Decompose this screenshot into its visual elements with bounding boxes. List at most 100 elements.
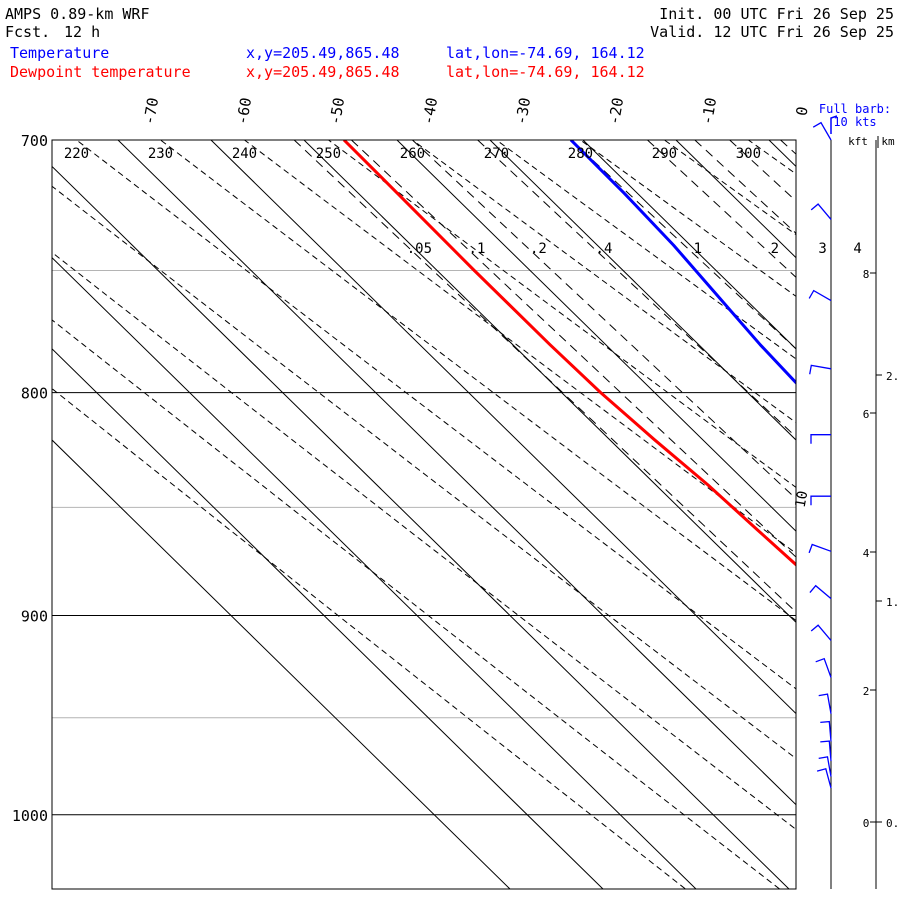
dry-adiabat [411, 140, 796, 424]
dry-adiabat-label: 240 [232, 146, 257, 162]
annotation-ten: 10 [793, 490, 812, 509]
dry-adiabat [495, 140, 796, 360]
isotherm [52, 256, 697, 889]
dry-adiabat [327, 140, 796, 489]
forecast-label: Fcst. [5, 23, 51, 41]
mixing-ratio-label: 4 [853, 241, 861, 257]
mixing-ratio-line [293, 140, 796, 613]
dry-adiabat-label: 300 [736, 146, 761, 162]
temperature-tick-label: -70 [140, 96, 162, 126]
wind-barb [816, 768, 832, 789]
mixing-ratio-label: .4 [596, 241, 613, 257]
wind-barb [808, 289, 832, 302]
temperature-tick-label: 0 [792, 105, 811, 117]
km-tick-label: 1. [886, 596, 899, 609]
isotherm [489, 140, 796, 441]
legend-dewpoint-xy: x,y=205.49,865.48 [246, 63, 400, 81]
wind-barb [810, 495, 831, 506]
temperature-tick-label: -40 [419, 96, 441, 126]
kft-tick-label: 6 [863, 408, 870, 421]
wind-barb [820, 720, 832, 742]
mixing-ratio-line [780, 140, 796, 155]
kft-tick-label: 8 [863, 268, 870, 281]
isotherm [396, 140, 796, 532]
mixing-ratio-line [647, 140, 796, 278]
dry-adiabat-label: 260 [400, 146, 425, 162]
isotherm [117, 140, 796, 806]
wind-barb [815, 657, 832, 678]
barb-key-line1: Full barb: [819, 102, 891, 116]
legend-dewpoint: Dewpoint temperature [10, 63, 191, 81]
km-tick-label: 2. [886, 370, 899, 383]
mixing-ratio-line [477, 140, 796, 438]
forecast-hours: 12 h [64, 23, 101, 41]
isotherm [768, 140, 796, 168]
isotherm [52, 165, 790, 889]
mixing-ratio-label: 3 [818, 241, 826, 257]
dry-adiabat [243, 140, 796, 555]
dry-adiabat [579, 140, 796, 297]
init-time: Init. 00 UTC Fri 26 Sep 25 [659, 5, 894, 23]
model-title: AMPS 0.89-km WRF [5, 5, 150, 23]
barb-key-line2: 10 kts [833, 115, 876, 129]
km-label: km [881, 135, 895, 148]
temperature-tick-label: -10 [698, 96, 720, 126]
dry-adiabat [52, 387, 687, 889]
mixing-ratio-line [351, 140, 796, 558]
pressure-label-900: 900 [21, 607, 48, 625]
wind-barb [809, 364, 832, 375]
mixing-ratio-line [729, 140, 796, 202]
mixing-ratio-line [570, 140, 796, 350]
isotherm [862, 140, 900, 889]
isotherm [303, 140, 796, 624]
dry-adiabat-label: 290 [652, 146, 677, 162]
legend-temperature-latlon: lat,lon=-74.69, 164.12 [446, 44, 645, 62]
dry-adiabat-label: 230 [148, 146, 173, 162]
wind-barb [810, 434, 831, 444]
isotherm [52, 348, 604, 889]
kft-tick-label: 4 [863, 547, 870, 560]
isotherm [210, 140, 796, 715]
mixing-ratio-line [694, 140, 796, 234]
dewpoint-profile-line [342, 140, 796, 567]
wind-barb [809, 584, 832, 600]
wind-barb [808, 543, 832, 554]
dry-adiabat-label: 220 [64, 146, 89, 162]
pressure-label-1000: 1000 [12, 807, 48, 825]
wind-barb [818, 693, 832, 714]
dry-adiabat-label: 270 [484, 146, 509, 162]
kft-tick-label: 0 [863, 817, 870, 830]
wind-barb [818, 756, 832, 777]
isotherm [52, 439, 511, 889]
dry-adiabat-label: 280 [568, 146, 593, 162]
temperature-tick-label: -20 [605, 96, 627, 126]
mixing-ratio-label: 1 [694, 241, 702, 257]
barb-key-symbol [830, 115, 838, 134]
legend-temperature: Temperature [10, 44, 110, 62]
isotherm [582, 140, 796, 350]
wind-barb [812, 121, 832, 141]
legend-dewpoint-latlon: lat,lon=-74.69, 164.12 [446, 63, 645, 81]
mixing-ratio-line [412, 140, 796, 500]
wind-barb [810, 203, 832, 220]
mixing-ratio-label: .2 [530, 241, 547, 257]
mixing-ratio-label: .05 [407, 241, 432, 257]
valid-time: Valid. 12 UTC Fri 26 Sep 25 [650, 23, 894, 41]
temperature-tick-label: -50 [326, 96, 348, 126]
isotherm [675, 140, 796, 259]
temperature-tick-label: -60 [233, 96, 255, 126]
wind-barb [820, 740, 832, 762]
dry-adiabat-label: 250 [316, 146, 341, 162]
temperature-profile-line [569, 140, 796, 385]
pressure-label-700: 700 [21, 132, 48, 150]
legend-temperature-xy: x,y=205.49,865.48 [246, 44, 400, 62]
kft-label: kft [848, 135, 868, 148]
mixing-ratio-label: .1 [469, 241, 486, 257]
wind-barb [810, 624, 832, 641]
